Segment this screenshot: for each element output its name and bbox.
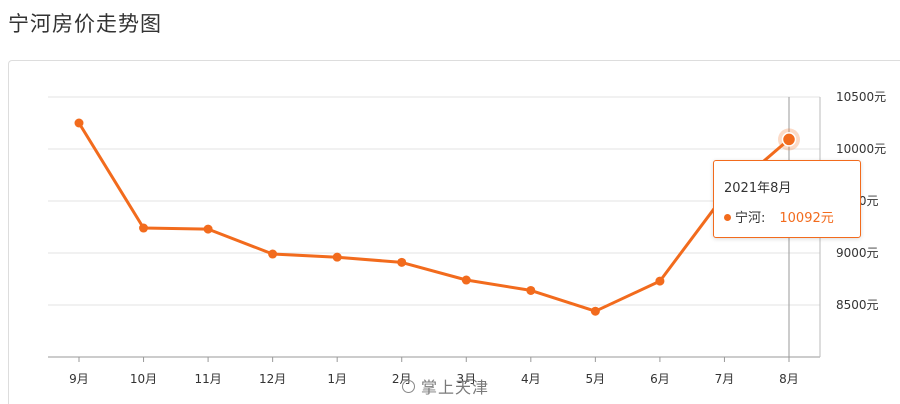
data-point[interactable] — [397, 257, 407, 267]
x-tick-label: 8月 — [779, 372, 799, 386]
x-tick-label: 10月 — [130, 372, 157, 386]
watermark: 掌上天津 — [402, 374, 489, 398]
data-point[interactable] — [332, 252, 342, 262]
tooltip-row: 宁河: 10092元 — [724, 207, 834, 226]
x-tick-label: 11月 — [194, 372, 221, 386]
data-point[interactable] — [139, 223, 149, 233]
data-point[interactable] — [526, 285, 536, 295]
weibo-logo-icon — [402, 380, 415, 393]
tooltip-value: 10092元 — [779, 211, 834, 226]
y-tick-label: 8500元 — [836, 298, 879, 312]
chart-panel — [8, 60, 900, 404]
data-point[interactable] — [268, 249, 278, 259]
data-point[interactable] — [590, 306, 600, 316]
y-tick-label: 10000元 — [836, 142, 886, 156]
tooltip-series-label: 宁河: — [735, 211, 766, 226]
series-line-ninghe — [77, 122, 790, 313]
data-point[interactable] — [461, 275, 471, 285]
page-title: 宁河房价走势图 — [8, 12, 162, 36]
x-tick-label: 7月 — [715, 372, 735, 386]
x-tick-label: 5月 — [586, 372, 606, 386]
x-tick-label: 9月 — [69, 372, 89, 386]
x-tick-label: 6月 — [650, 372, 670, 386]
data-point[interactable] — [655, 276, 665, 286]
tooltip-series-dot-icon — [724, 214, 731, 221]
tooltip: 2021年8月 宁河: 10092元 — [713, 160, 861, 238]
data-point-highlighted[interactable] — [781, 132, 797, 147]
y-tick-label: 10500元 — [836, 90, 886, 104]
data-point[interactable] — [74, 118, 84, 128]
x-tick-label: 12月 — [259, 372, 286, 386]
y-tick-label: 9000元 — [836, 246, 879, 260]
x-tick-label: 4月 — [521, 372, 541, 386]
watermark-text: 掌上天津 — [421, 378, 490, 397]
x-tick-label: 3月 — [456, 372, 476, 386]
tooltip-date: 2021年8月 — [724, 181, 792, 196]
x-tick-label: 1月 — [327, 372, 347, 386]
data-point[interactable] — [203, 224, 213, 234]
